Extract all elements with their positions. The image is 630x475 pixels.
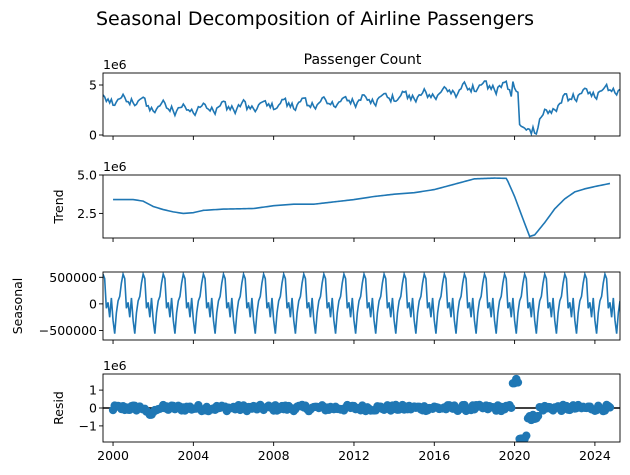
y-tick-label: 5.0 (77, 168, 97, 183)
resid-point (533, 411, 543, 421)
y-tick-label: 1 (89, 383, 97, 398)
y-tick-label: 0 (89, 296, 97, 311)
y-axis-label: Seasonal (10, 278, 25, 335)
offset-text: 1e6 (103, 358, 127, 373)
trend-data (113, 177, 611, 238)
y-axis-label: Resid (51, 391, 66, 425)
figure-title: Seasonal Decomposition of Airline Passen… (96, 8, 534, 30)
panel-seasonal: −500000 0 500000 Seasonal (10, 270, 621, 344)
y-tick-label: −1 (79, 418, 97, 433)
panel-title: Passenger Count (304, 52, 422, 68)
observed-axes-frame (102, 72, 621, 137)
resid-data (103, 374, 620, 442)
panel-trend: 2.5 5.0 1e6 Trend (51, 159, 621, 242)
y-tick-label: 0 (89, 128, 97, 143)
seasonal-data (103, 272, 620, 334)
observed-line (103, 80, 620, 136)
x-tick-label: 2004 (177, 448, 209, 463)
y-tick-label: 0 (89, 401, 97, 416)
y-tick-label: −500000 (39, 323, 97, 338)
y-axis-label: Trend (51, 189, 66, 224)
trend-axes-frame (102, 174, 621, 239)
offset-text: 1e6 (103, 57, 127, 72)
x-tick-label: 2020 (499, 448, 531, 463)
seasonal-line (103, 272, 620, 334)
resid-point (522, 431, 531, 440)
panel-observed: 0 5 1e6 Passenger Count (89, 52, 621, 143)
x-tick-label: 2012 (338, 448, 370, 463)
x-tick-label: 2024 (579, 448, 611, 463)
x-tick-label: 2016 (418, 448, 450, 463)
resid-point (513, 378, 523, 387)
y-tick-label: 5 (89, 78, 97, 93)
trend-line (113, 177, 611, 238)
resid-point (507, 403, 516, 413)
seasonal-axes-frame (102, 271, 621, 341)
y-tick-label: 500000 (49, 270, 97, 285)
x-tick-label: 2000 (97, 448, 129, 463)
y-tick-label: 2.5 (77, 206, 97, 221)
panels: 0 5 1e6 Passenger Count 2.5 5.0 1e6 Trend −50000… (10, 52, 621, 463)
panel-resid: −1 0 1 2000 2004 2008 2012 2016 2020 2024 1e6 Resid (51, 358, 621, 463)
resid-point (605, 403, 615, 412)
x-tick-label: 2008 (258, 448, 290, 463)
offset-text: 1e6 (103, 159, 127, 174)
observed-data (103, 80, 620, 136)
